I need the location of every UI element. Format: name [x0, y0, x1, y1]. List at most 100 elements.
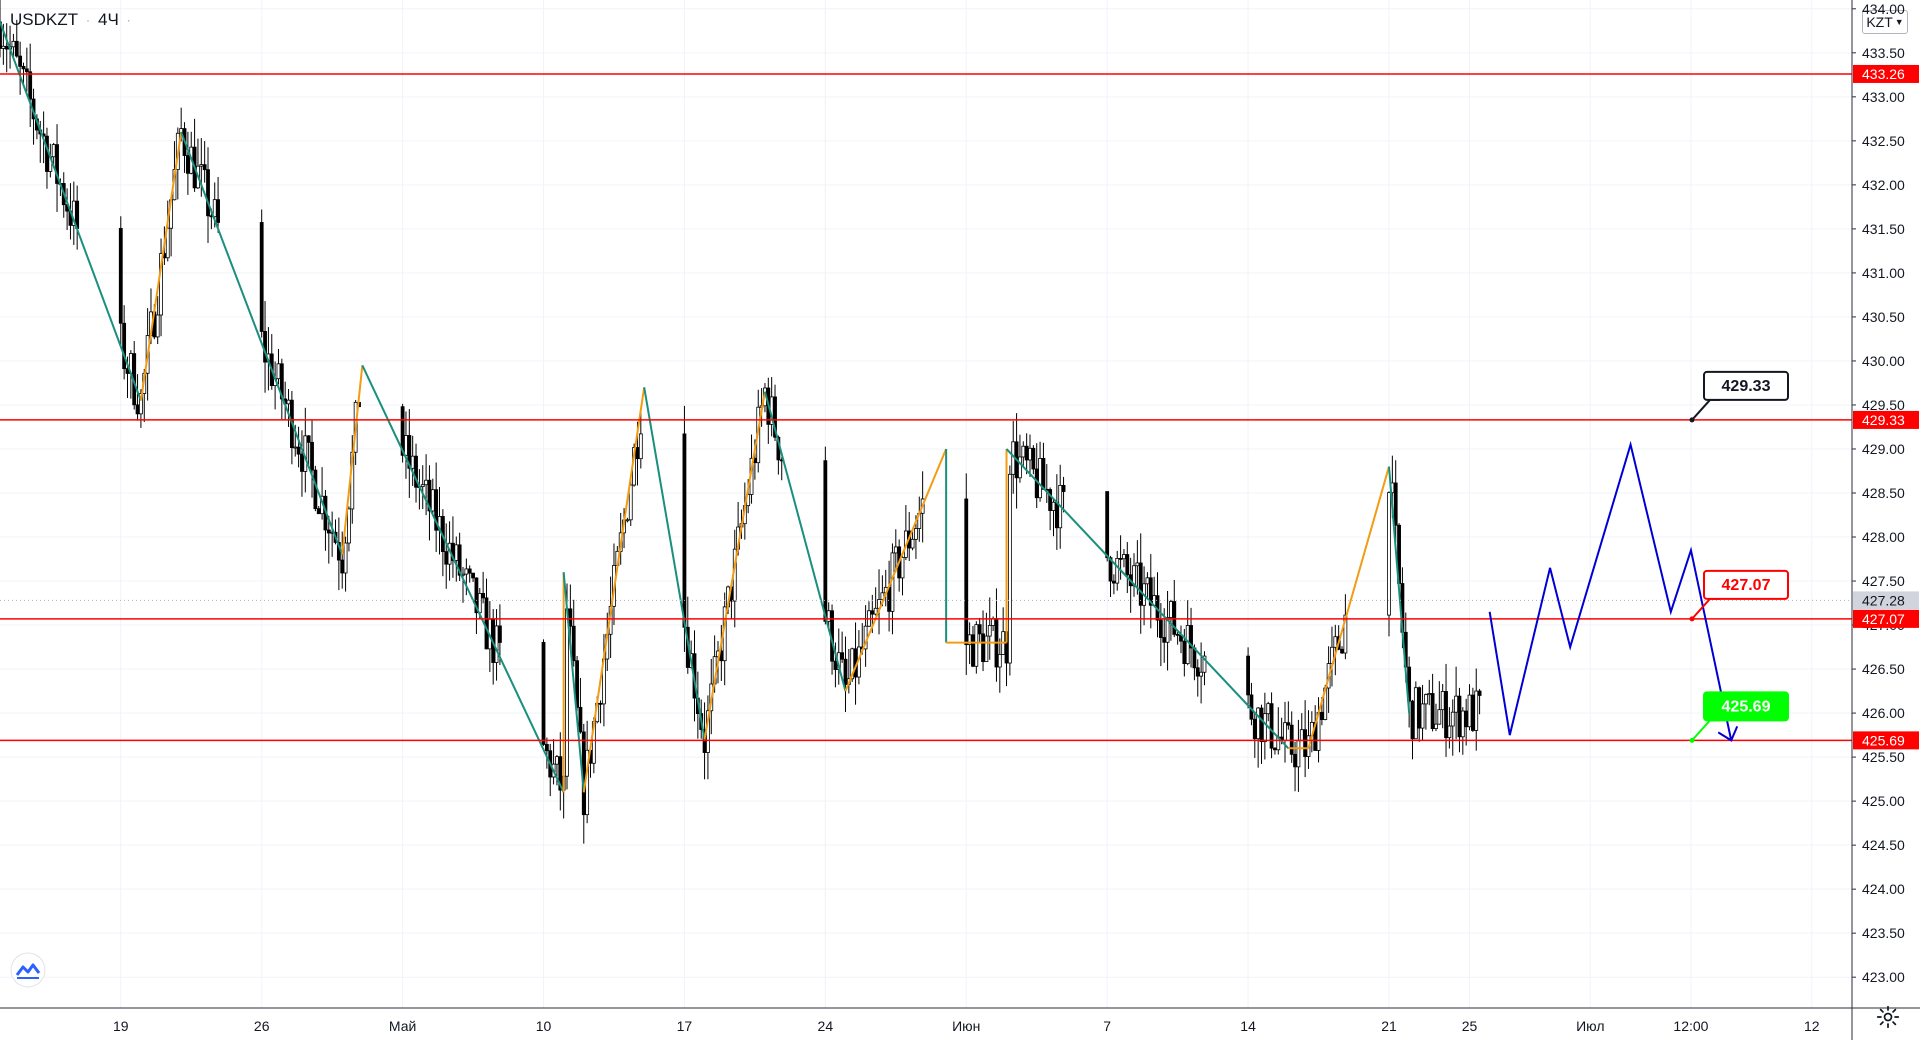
candle-body [900, 557, 905, 579]
candle-body [1464, 710, 1469, 728]
candle-body [575, 660, 579, 708]
zigzag-segment [1388, 466, 1411, 714]
callout-pointer [1691, 719, 1720, 742]
price-tick-label: 424.00 [1862, 881, 1905, 897]
candle-body [1333, 636, 1338, 648]
candle-body [1424, 694, 1428, 705]
symbol-label: USDKZT [10, 10, 78, 29]
candle-body [1162, 637, 1167, 643]
level-tag: 429.33 [1862, 412, 1905, 428]
candle-body [1061, 484, 1066, 492]
candle-body [122, 322, 127, 370]
candle-body [1118, 558, 1123, 560]
price-axis-tags: 433.26 429.33 427.07 425.69 427.28 [1853, 64, 1919, 750]
candle-body [910, 538, 915, 549]
candle-body [870, 610, 875, 615]
candle-body [135, 404, 140, 415]
candle-body [971, 634, 975, 667]
candle-body [1273, 747, 1277, 751]
candle-body [555, 756, 559, 765]
candle-body [578, 706, 583, 733]
currency-label: KZT [1866, 14, 1893, 30]
candle-body [1148, 577, 1153, 606]
time-tick-label: 26 [254, 1018, 270, 1034]
candle-body [202, 164, 207, 171]
candle-body [430, 489, 435, 512]
candle-body [893, 546, 898, 554]
candle-body [1115, 558, 1120, 584]
candle-body [1138, 562, 1143, 606]
tradingview-logo-icon[interactable] [10, 952, 46, 988]
candle-body [1393, 482, 1398, 526]
candle-body [1269, 703, 1274, 749]
callout-anchor [1689, 737, 1695, 743]
candle-body [635, 447, 640, 460]
time-tick-label: 25 [1462, 1018, 1478, 1034]
candle-body [494, 625, 499, 663]
candle-body [444, 551, 449, 565]
candle-body [571, 625, 576, 662]
level-tag-bg [1853, 609, 1919, 628]
candle-body [306, 435, 311, 443]
candle-body [340, 559, 345, 574]
zigzag-segment [844, 448, 948, 692]
candle-body [598, 702, 603, 705]
candle-body [1111, 580, 1116, 584]
candle-body [51, 144, 56, 158]
candle-body [1041, 458, 1046, 490]
time-tick-label: Июн [952, 1018, 980, 1034]
candle-body [347, 508, 351, 544]
currency-button[interactable]: KZT ▼ [1862, 10, 1908, 34]
candle-body [1051, 501, 1056, 511]
candle-body [981, 633, 985, 663]
candle-body [316, 508, 321, 515]
price-tick-label: 428.00 [1862, 529, 1905, 545]
candle-body [1185, 625, 1190, 664]
candle-body [414, 455, 418, 488]
callout-anchor [1689, 616, 1695, 622]
time-axis-labels: 19 26 Май 10 17 24 Июн 7 14 21 25 Июл 12:00 12 [113, 1018, 1820, 1034]
candle-body [1195, 667, 1200, 677]
candle-body [1387, 492, 1391, 616]
chart-symbol-header[interactable]: USDKZT · 4Ч · [10, 10, 131, 29]
candle-body [1340, 648, 1344, 654]
candle-body [296, 446, 301, 455]
candle-body [1262, 713, 1267, 743]
candle-body [568, 608, 573, 627]
candle-body [1252, 718, 1257, 740]
candle-body [1467, 694, 1472, 728]
zigzag-segment [1307, 466, 1390, 749]
candle-body [1028, 447, 1032, 461]
candle-body [682, 433, 687, 628]
gear-icon[interactable] [1875, 1004, 1901, 1030]
candle-body [826, 610, 831, 622]
candle-body [964, 498, 969, 646]
zigzag-segment [582, 387, 646, 793]
candle-body [1413, 687, 1418, 740]
candle-body [1024, 445, 1029, 461]
candle-body [1417, 687, 1422, 729]
candle-body [1007, 473, 1012, 664]
candle-body [873, 607, 878, 615]
candle-body [638, 433, 643, 460]
candle-body [991, 618, 996, 626]
candle-body [18, 55, 23, 67]
price-tick-label: 433.50 [1862, 45, 1905, 61]
zigzag-segment [341, 365, 364, 555]
horizontal-levels [0, 73, 1852, 742]
price-tick-label: 433.00 [1862, 89, 1905, 105]
candle-body [484, 597, 489, 650]
interval-label[interactable]: 4Ч [98, 10, 119, 29]
candle-body [1021, 445, 1026, 458]
price-axis-labels: 434.00 433.50 433.00 432.50 432.00 431.50 431.… [1852, 1, 1905, 985]
price-tick-label: 431.50 [1862, 221, 1905, 237]
time-tick-label: 14 [1240, 1018, 1256, 1034]
candle-body [1427, 693, 1432, 696]
level-tag: 427.07 [1862, 611, 1905, 627]
candle-body [206, 169, 210, 217]
candle-body [1470, 694, 1475, 731]
time-tick-label: 12:00 [1673, 1018, 1708, 1034]
candle-body [1259, 707, 1264, 743]
candle-body [1454, 695, 1459, 713]
